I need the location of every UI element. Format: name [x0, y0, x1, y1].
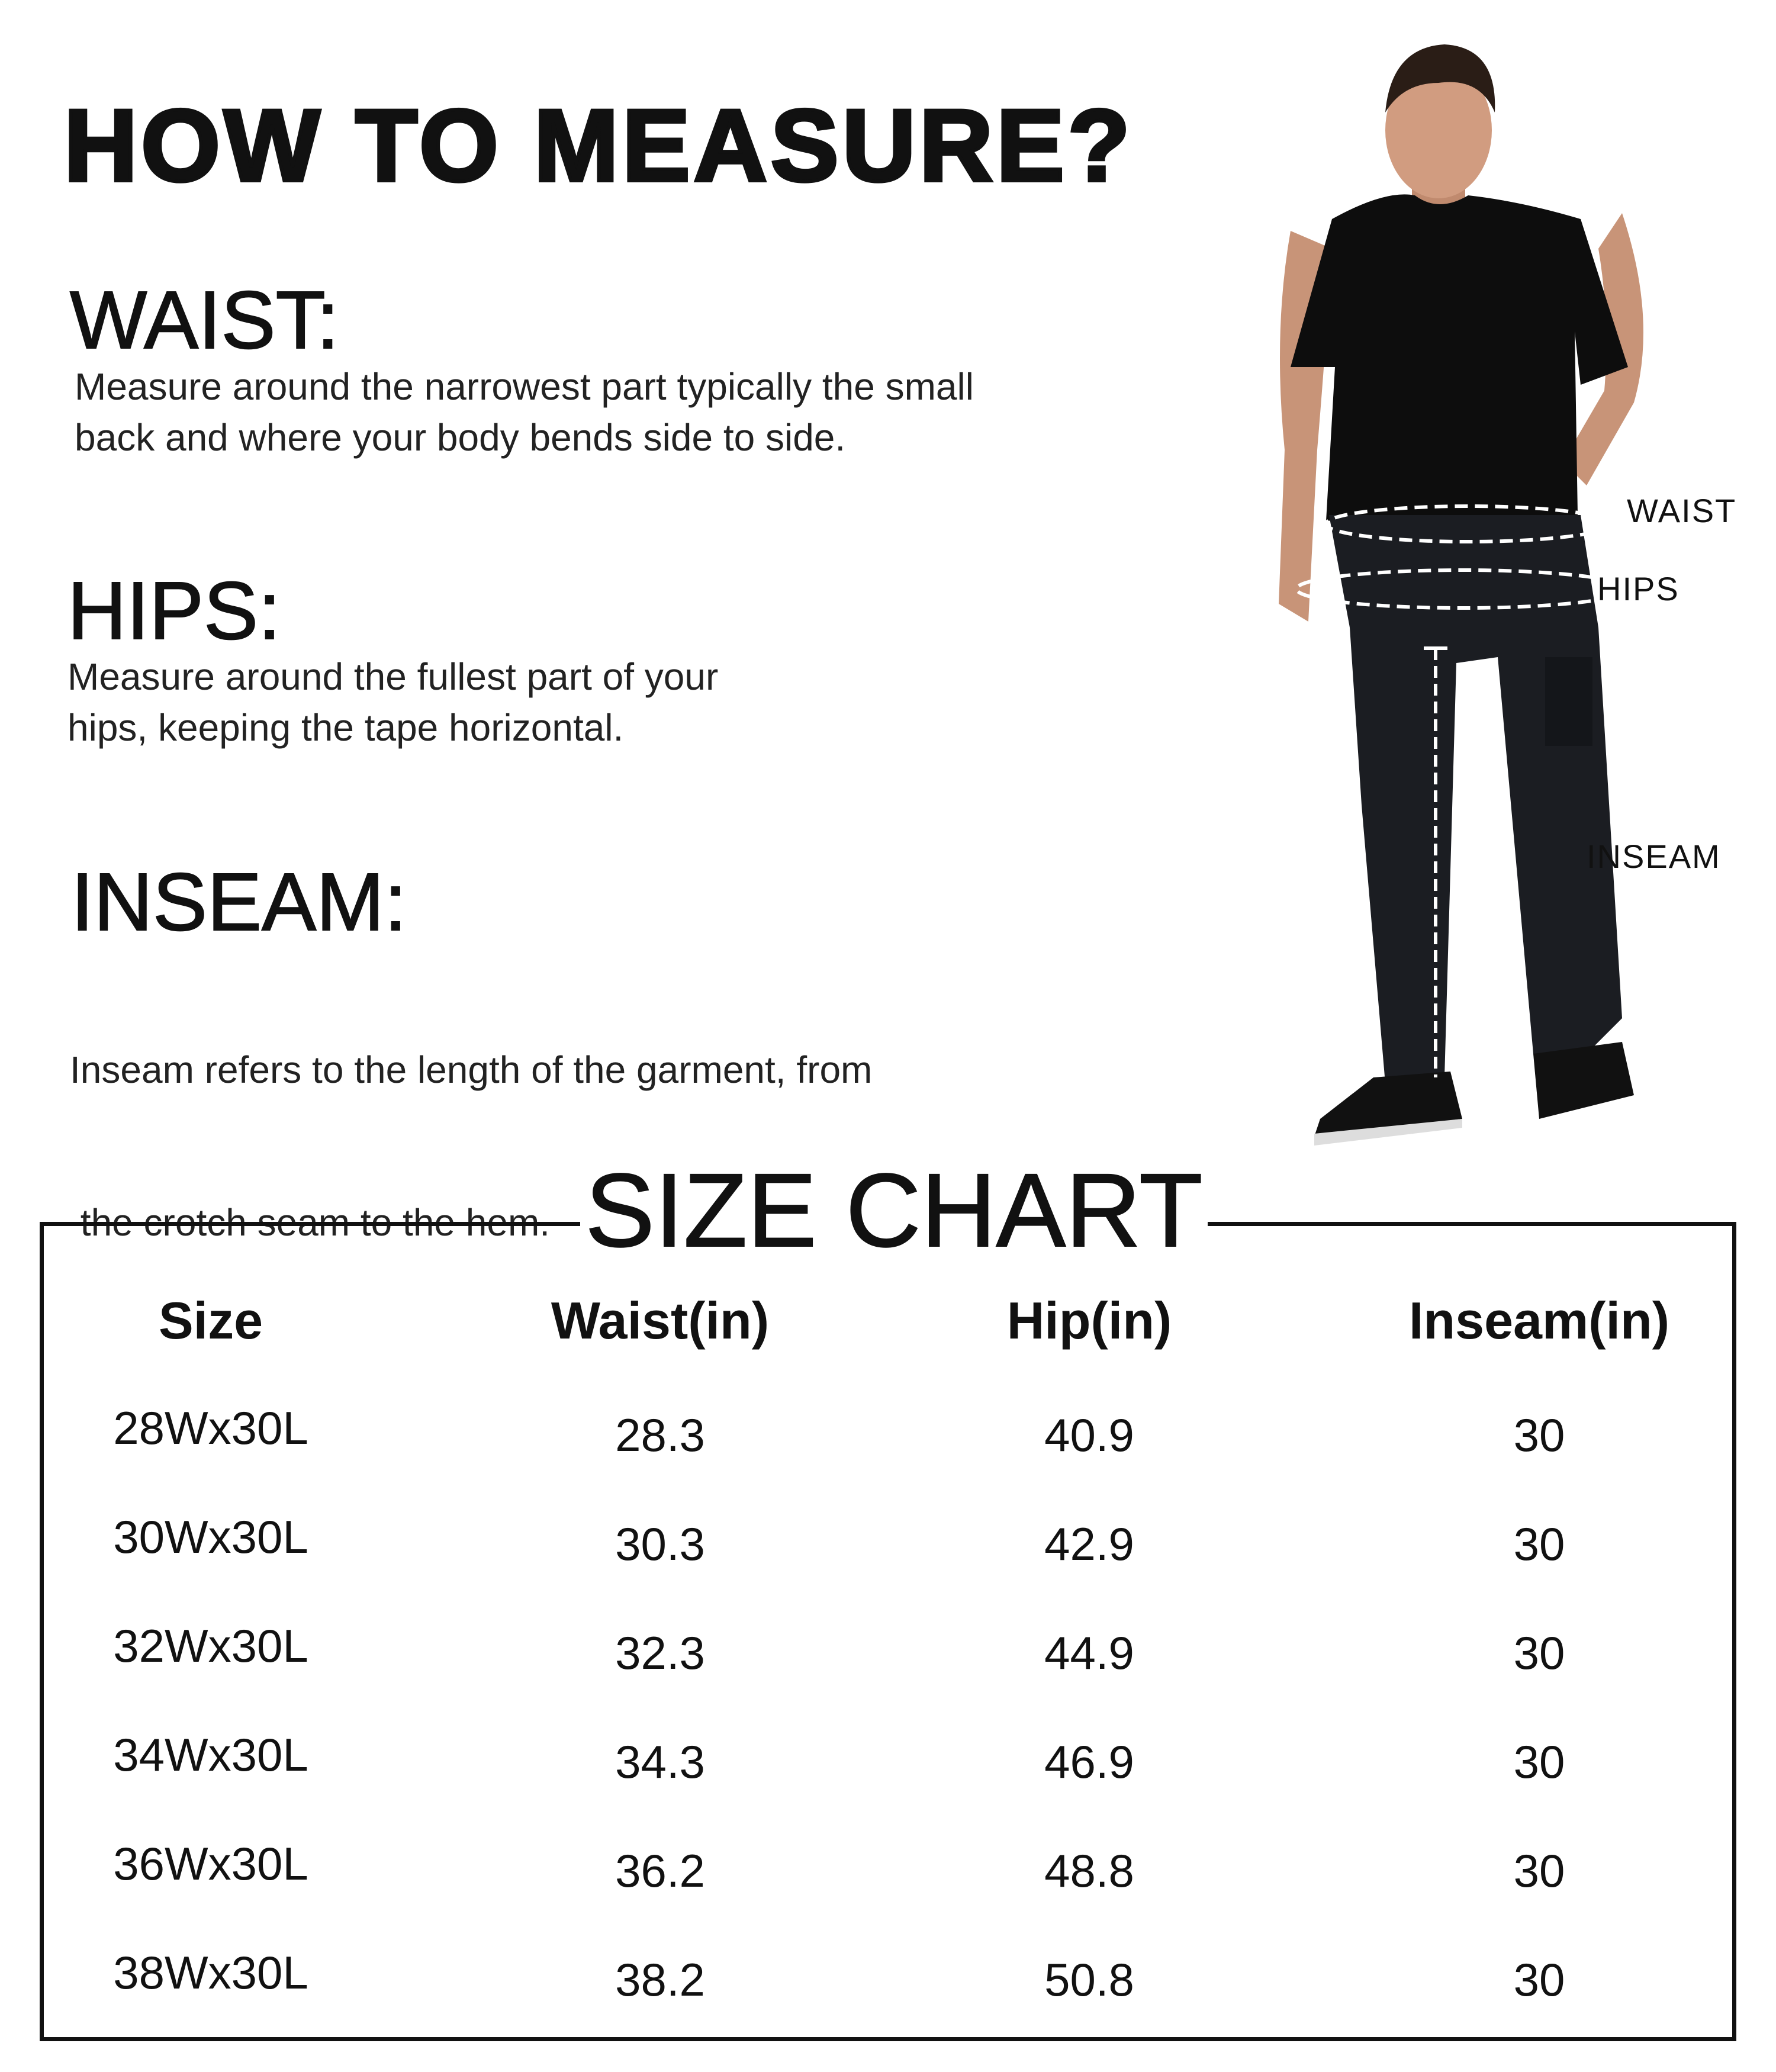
- header-size: Size: [158, 1291, 263, 1350]
- cell-inseam: 30: [1513, 1518, 1565, 1570]
- cell-hip: 50.8: [1044, 1954, 1134, 2006]
- hips-label: HIPS: [1597, 570, 1680, 607]
- cell-hip: 46.9: [1044, 1736, 1134, 1788]
- cell-size: 28Wx30L: [113, 1402, 308, 1454]
- hips-measure-line: [1295, 568, 1630, 610]
- header-inseam: Inseam(in): [1408, 1291, 1670, 1350]
- cell-waist: 36.2: [615, 1845, 705, 1897]
- cell-inseam: 30: [1513, 1845, 1565, 1897]
- cell-waist: 38.2: [615, 1954, 705, 2006]
- cell-inseam: 30: [1513, 1954, 1565, 2006]
- cell-waist: 30.3: [615, 1518, 705, 1570]
- waist-heading: WAIST:: [69, 275, 340, 366]
- cell-size: 38Wx30L: [113, 1946, 308, 1999]
- inseam-label: INSEAM: [1587, 838, 1721, 875]
- cell-hip: 42.9: [1044, 1518, 1134, 1570]
- size-chart-title: SIZE CHART: [580, 1158, 1208, 1263]
- hips-heading: HIPS:: [67, 565, 281, 657]
- waist-line-1: Measure around the narrowest part typica…: [75, 365, 974, 408]
- page-title: HOW TO MEASURE?: [62, 89, 1134, 202]
- inseam-line-1: Inseam refers to the length of the garme…: [70, 1048, 873, 1091]
- cell-size: 30Wx30L: [113, 1511, 308, 1563]
- hips-line-2: hips, keeping the tape horizontal.: [67, 706, 624, 749]
- cell-hip: 48.8: [1044, 1845, 1134, 1897]
- model-illustration: [1279, 44, 1643, 1146]
- cell-hip: 40.9: [1044, 1409, 1134, 1461]
- cell-hip: 44.9: [1044, 1627, 1134, 1679]
- header-waist: Waist(in): [551, 1291, 770, 1350]
- hips-line-1: Measure around the fullest part of your: [67, 655, 719, 698]
- cell-inseam: 30: [1513, 1627, 1565, 1679]
- header-hip: Hip(in): [1006, 1291, 1172, 1350]
- hips-description: Measure around the fullest part of your …: [67, 651, 718, 753]
- cell-waist: 28.3: [615, 1409, 705, 1461]
- cell-size: 34Wx30L: [113, 1729, 308, 1781]
- inseam-description: Inseam refers to the length of the garme…: [70, 942, 872, 1299]
- cell-size: 36Wx30L: [113, 1838, 308, 1890]
- cell-inseam: 30: [1513, 1736, 1565, 1788]
- cell-inseam: 30: [1513, 1409, 1565, 1461]
- cell-waist: 32.3: [615, 1627, 705, 1679]
- model-figure-image: [1279, 44, 1643, 1146]
- waist-measure-line: [1324, 504, 1612, 543]
- cell-waist: 34.3: [615, 1736, 705, 1788]
- waist-label: WAIST: [1627, 492, 1737, 529]
- waist-line-2: back and where your body bends side to s…: [75, 416, 846, 459]
- inseam-heading: INSEAM:: [70, 857, 407, 948]
- waist-description: Measure around the narrowest part typica…: [75, 361, 974, 463]
- cell-size: 32Wx30L: [113, 1620, 308, 1672]
